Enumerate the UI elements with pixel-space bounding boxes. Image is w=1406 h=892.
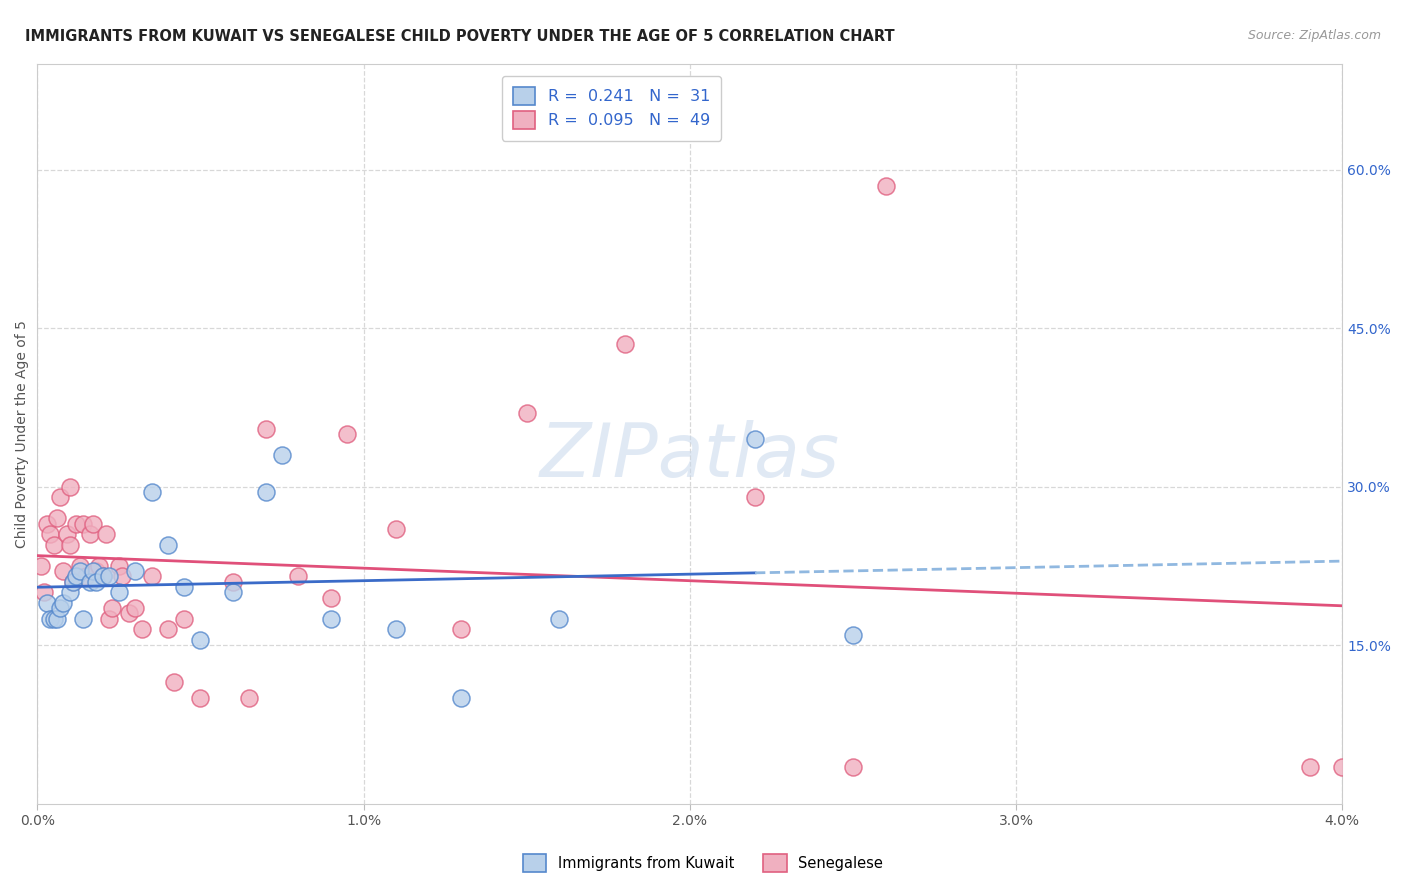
Point [98, 612, 121, 626]
Point [108, 558, 131, 573]
Point [319, 591, 342, 605]
Point [32, 585, 55, 599]
Y-axis label: Child Poverty Under the Age of 5: Child Poverty Under the Age of 5 [15, 320, 30, 548]
Point [613, 337, 636, 351]
Point [111, 569, 134, 583]
Point [45, 612, 67, 626]
Point [89, 558, 111, 573]
Point [59, 538, 82, 552]
Point [45, 511, 67, 525]
Point [842, 759, 865, 773]
Point [516, 406, 538, 420]
Point [52, 564, 75, 578]
Point [124, 601, 146, 615]
Point [254, 421, 277, 435]
Point [91, 569, 114, 583]
Point [108, 585, 131, 599]
Point [173, 612, 195, 626]
Point [39, 612, 62, 626]
Point [30, 558, 52, 573]
Point [39, 527, 62, 541]
Point [131, 622, 153, 636]
Point [124, 564, 146, 578]
Point [141, 484, 163, 499]
Point [98, 569, 121, 583]
Point [385, 522, 408, 536]
Point [79, 527, 101, 541]
Point [190, 632, 212, 647]
Point [59, 585, 82, 599]
Point [271, 448, 294, 462]
Point [1298, 759, 1320, 773]
Point [190, 690, 212, 705]
Point [744, 490, 766, 504]
Text: IMMIGRANTS FROM KUWAIT VS SENEGALESE CHILD POVERTY UNDER THE AGE OF 5 CORRELATIO: IMMIGRANTS FROM KUWAIT VS SENEGALESE CHI… [25, 29, 896, 44]
Point [222, 574, 245, 589]
Point [59, 480, 82, 494]
Point [875, 178, 897, 193]
Point [336, 426, 359, 441]
Point [91, 569, 114, 583]
Point [173, 580, 195, 594]
Point [842, 627, 865, 641]
Point [42, 538, 65, 552]
Point [69, 564, 91, 578]
Point [65, 516, 87, 531]
Point [37, 516, 59, 531]
Point [163, 675, 186, 690]
Point [287, 569, 309, 583]
Point [55, 527, 77, 541]
Point [37, 596, 59, 610]
Text: Source: ZipAtlas.com: Source: ZipAtlas.com [1247, 29, 1381, 42]
Point [82, 564, 104, 578]
Point [65, 569, 87, 583]
Point [62, 574, 84, 589]
Point [84, 564, 107, 578]
Point [141, 569, 163, 583]
Legend: Immigrants from Kuwait, Senegalese: Immigrants from Kuwait, Senegalese [517, 848, 889, 878]
Point [82, 516, 104, 531]
Legend: R =  0.241   N =  31, R =  0.095   N =  49: R = 0.241 N = 31, R = 0.095 N = 49 [502, 76, 721, 141]
Point [72, 612, 94, 626]
Point [156, 538, 179, 552]
Point [118, 607, 141, 621]
Point [52, 596, 75, 610]
Point [49, 601, 72, 615]
Text: ZIPatlas: ZIPatlas [540, 420, 839, 492]
Point [72, 516, 94, 531]
Point [79, 574, 101, 589]
Point [385, 622, 408, 636]
Point [744, 432, 766, 446]
Point [319, 612, 342, 626]
Point [49, 490, 72, 504]
Point [450, 622, 472, 636]
Point [42, 612, 65, 626]
Point [94, 527, 117, 541]
Point [62, 574, 84, 589]
Point [1331, 759, 1354, 773]
Point [69, 558, 91, 573]
Point [548, 612, 571, 626]
Point [75, 569, 97, 583]
Point [101, 601, 124, 615]
Point [254, 484, 277, 499]
Point [222, 585, 245, 599]
Point [84, 574, 107, 589]
Point [450, 690, 472, 705]
Point [238, 690, 260, 705]
Point [156, 622, 179, 636]
